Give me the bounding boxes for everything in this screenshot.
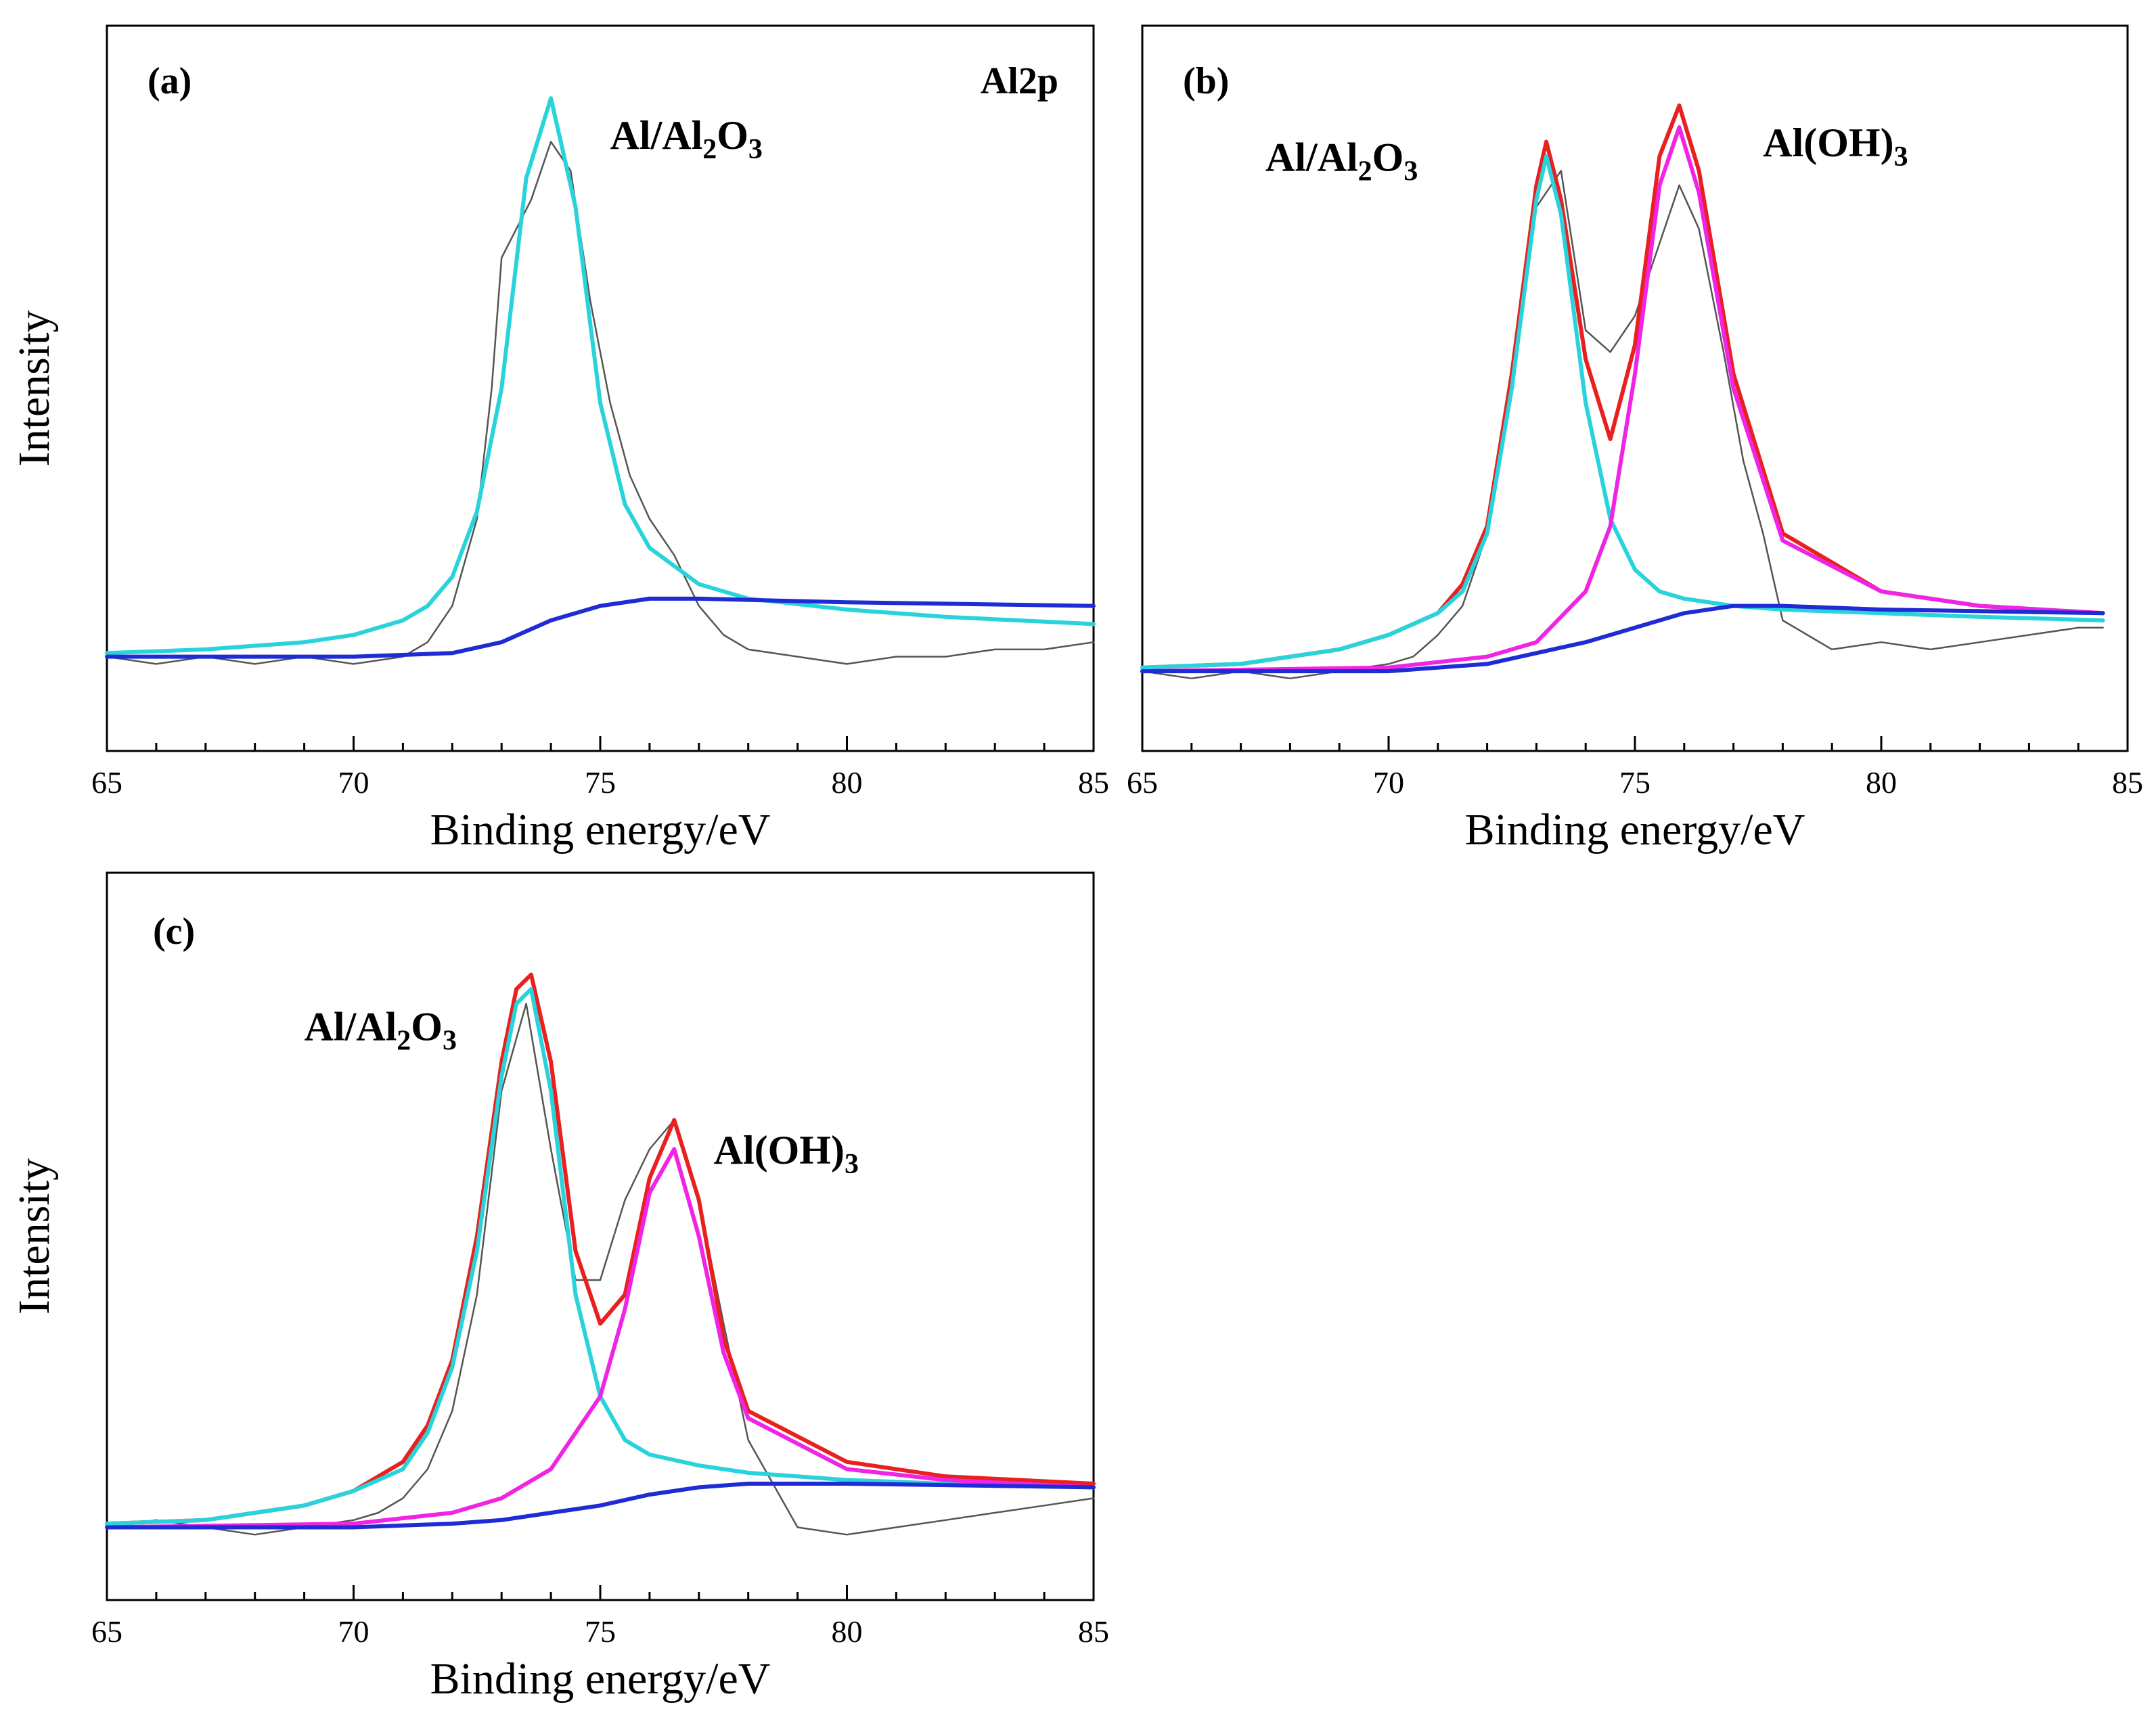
- x-axis-title: Binding energy/eV: [430, 1654, 771, 1704]
- peak-annotation: Al(OH)3: [1763, 120, 1908, 173]
- annotation-subscript: 3: [1894, 141, 1908, 173]
- series-line-raw: [106, 141, 1095, 665]
- x-tick-label: 85: [1078, 1614, 1109, 1649]
- peak-annotation: Al/Al2O3: [305, 1004, 457, 1056]
- series-line-background: [1140, 603, 2105, 674]
- x-tick-label: 85: [2112, 765, 2143, 800]
- annotation-subscript: 3: [748, 134, 763, 165]
- series-line-al-al2o3-fit: [105, 987, 1096, 1526]
- annotation-subscript: 2: [1358, 156, 1372, 187]
- x-tick-label: 75: [1619, 765, 1650, 800]
- x-tick-label: 80: [832, 765, 863, 800]
- peak-annotation: Al/Al2O3: [1265, 135, 1418, 187]
- annotation-text: Al/Al: [610, 113, 703, 158]
- annotation-text: Al(OH): [714, 1128, 845, 1172]
- x-tick-label: 70: [338, 1614, 369, 1649]
- x-tick-label: 75: [585, 1614, 616, 1649]
- annotation-text: Al/Al: [1265, 135, 1358, 179]
- spectrum-title: Al2p: [981, 60, 1058, 102]
- peak-annotation: Al/Al2O3: [610, 113, 763, 165]
- x-tick-label: 65: [91, 765, 122, 800]
- annotation-text: Al(OH): [1763, 120, 1893, 165]
- x-tick-label: 80: [1866, 765, 1897, 800]
- y-axis-title: Intensity: [9, 1158, 59, 1315]
- x-axis-title: Binding energy/eV: [1465, 805, 1805, 854]
- annotation-subscript: 2: [702, 134, 717, 165]
- series-line-al-oh-3-fit: [1140, 125, 2105, 674]
- x-tick-label: 85: [1078, 765, 1109, 800]
- annotation-text: O: [717, 113, 748, 158]
- x-tick-label: 70: [1373, 765, 1404, 800]
- series-line-al-oh-3-fit: [105, 1147, 1096, 1530]
- annotation-subscript: 3: [1403, 156, 1418, 187]
- x-tick-label: 65: [1127, 765, 1158, 800]
- panel-a: 65 70 75 80 85 Binding energy/eV Intensity (a) A…: [9, 24, 1109, 854]
- series-line-raw: [106, 1003, 1095, 1536]
- x-tick-label: 65: [91, 1614, 122, 1649]
- panel-label: (b): [1183, 60, 1229, 102]
- x-axis-title: Binding energy/eV: [430, 805, 771, 854]
- peak-annotation: Al(OH)3: [714, 1128, 859, 1180]
- series-line-background: [105, 596, 1096, 659]
- plot-frame: [106, 871, 1095, 1601]
- annotation-text: O: [1372, 135, 1404, 179]
- panel-label: (c): [153, 911, 195, 953]
- series-line-envelope: [105, 972, 1096, 1526]
- y-axis-title: Intensity: [9, 311, 59, 467]
- annotation-subscript: 3: [443, 1025, 457, 1056]
- x-tick-label: 80: [832, 1614, 863, 1649]
- x-tick-label: 75: [585, 765, 616, 800]
- annotation-subscript: 3: [845, 1149, 859, 1180]
- series-line-background: [105, 1482, 1096, 1530]
- series-line-al-al2o3-fit: [1140, 154, 2105, 670]
- annotation-text: O: [411, 1004, 443, 1049]
- panel-label: (a): [148, 60, 192, 102]
- series-line-envelope: [1140, 103, 2105, 670]
- series-line-al-al2o3-fit: [105, 96, 1096, 656]
- annotation-text: Al/Al: [305, 1004, 397, 1049]
- panel-c: 65 70 75 80 85 Binding energy/eV Intensity (c) A…: [9, 871, 1109, 1704]
- x-tick-label: 70: [338, 765, 369, 800]
- series-line-raw: [1141, 170, 2104, 680]
- annotation-subscript: 2: [397, 1025, 411, 1056]
